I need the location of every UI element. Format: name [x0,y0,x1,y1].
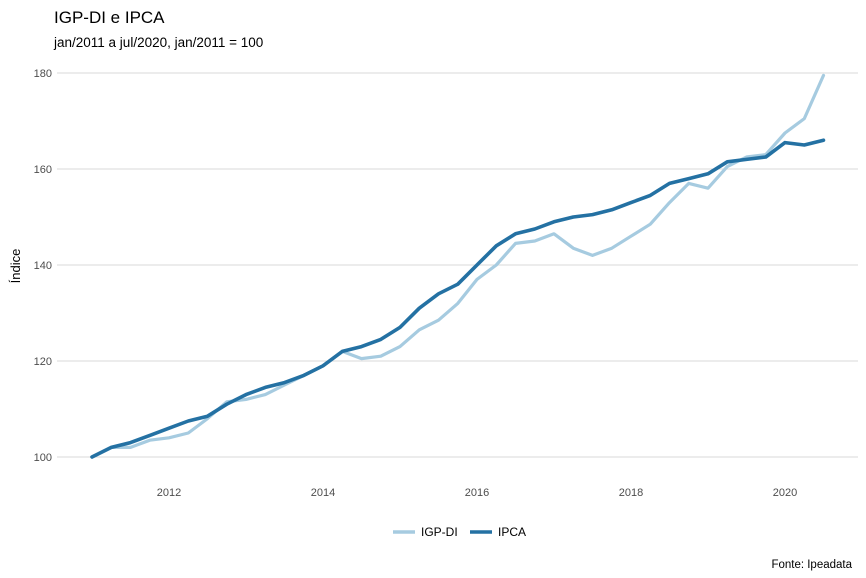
y-axis-label: Índice [8,249,23,284]
gridlines [57,72,858,458]
x-axis-ticks: 2012 2014 2016 2018 2020 [157,487,797,499]
series-lines [90,73,826,459]
x-tick-label-2016: 2016 [465,487,489,499]
y-tick-label-160: 160 [34,164,52,176]
legend-label-igp-di: IGP-DI [421,525,458,539]
legend-label-ipca: IPCA [498,525,526,539]
x-tick-label-2014: 2014 [311,487,335,499]
x-tick-label-2012: 2012 [157,487,181,499]
x-tick-label-2020: 2020 [773,487,797,499]
series-line-igp-di [90,73,826,459]
y-tick-label-180: 180 [34,68,52,80]
y-tick-label-140: 140 [34,260,52,272]
chart-subtitle: jan/2011 a jul/2020, jan/2011 = 100 [53,35,263,50]
y-axis-ticks: 100 120 140 160 180 [34,68,52,464]
y-tick-label-120: 120 [34,356,52,368]
y-tick-label-100: 100 [34,452,52,464]
legend: IGP-DI IPCA [393,525,526,539]
source-caption: Fonte: Ipeadata [771,559,852,571]
x-tick-label-2018: 2018 [619,487,643,499]
series-line-ipca [90,138,826,459]
chart-title: IGP-DI e IPCA [54,8,165,27]
